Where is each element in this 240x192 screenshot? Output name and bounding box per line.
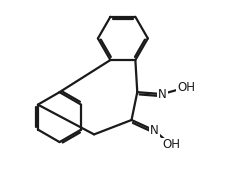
Text: N: N	[150, 124, 159, 137]
Text: N: N	[158, 88, 167, 101]
Text: OH: OH	[177, 81, 195, 94]
Text: OH: OH	[162, 138, 180, 151]
